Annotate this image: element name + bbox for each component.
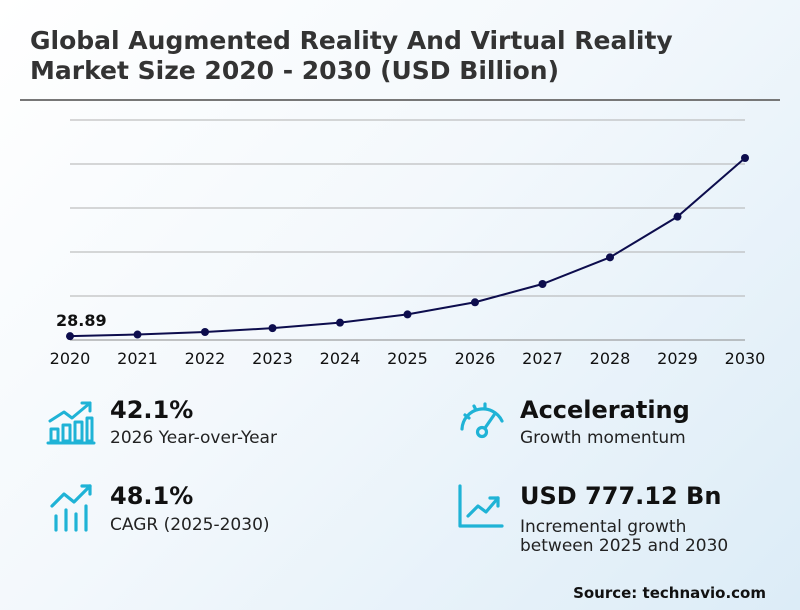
stat-cagr: 48.1% CAGR (2025-2030)	[46, 480, 376, 540]
data-point	[66, 332, 74, 341]
x-tick-label: 2029	[657, 349, 698, 368]
x-tick-label: 2023	[252, 349, 293, 368]
data-point	[741, 154, 749, 162]
x-tick-label: 2022	[185, 349, 226, 368]
data-point	[606, 253, 614, 262]
data-point	[268, 324, 277, 333]
stat-incremental-value: USD 777.12 Bn	[520, 482, 722, 510]
data-label: 28.89	[56, 311, 107, 330]
data-point	[336, 318, 344, 327]
stat-yoy: 42.1% 2026 Year-over-Year	[46, 395, 376, 455]
series-line	[69, 157, 746, 338]
stat-yoy-value: 42.1%	[110, 396, 194, 424]
stat-cagr-label: CAGR (2025-2030)	[110, 515, 270, 535]
stat-momentum-label: Growth momentum	[520, 428, 686, 448]
x-tick-label: 2025	[387, 349, 428, 368]
stat-incremental-label: Incremental growth between 2025 and 2030	[520, 517, 729, 556]
source-note: Source: technavio.com	[573, 584, 766, 602]
stat-momentum: Accelerating Growth momentum	[456, 395, 786, 455]
stat-yoy-label: 2026 Year-over-Year	[110, 428, 277, 448]
data-point	[538, 280, 547, 288]
x-tick-label: 2026	[455, 349, 496, 368]
x-tick-label: 2020	[50, 349, 91, 368]
data-point	[673, 212, 682, 221]
stat-momentum-value: Accelerating	[520, 396, 690, 424]
chart-trend-icon	[458, 484, 504, 528]
chart-title: Global Augmented Reality And Virtual Rea…	[30, 26, 673, 85]
x-tick-label: 2024	[320, 349, 361, 368]
line-chart: 2020 2021 2022 2023 2024 2025 2026 2027 2028 2029…	[50, 119, 766, 368]
data-point	[403, 310, 412, 319]
x-tick-label: 2021	[117, 349, 158, 368]
data-point	[133, 330, 142, 339]
x-tick-label: 2028	[590, 349, 631, 368]
speedometer-icon	[460, 402, 504, 439]
data-point	[201, 328, 209, 336]
stat-incremental: USD 777.12 Bn Incremental growth between…	[456, 480, 786, 560]
stat-cagr-value: 48.1%	[110, 482, 194, 510]
title-divider	[20, 99, 780, 101]
bar-growth-icon	[46, 401, 96, 445]
bars-trend-icon	[50, 484, 92, 532]
data-point	[471, 298, 479, 307]
x-tick-label: 2027	[522, 349, 563, 368]
x-tick-label: 2030	[725, 349, 766, 368]
